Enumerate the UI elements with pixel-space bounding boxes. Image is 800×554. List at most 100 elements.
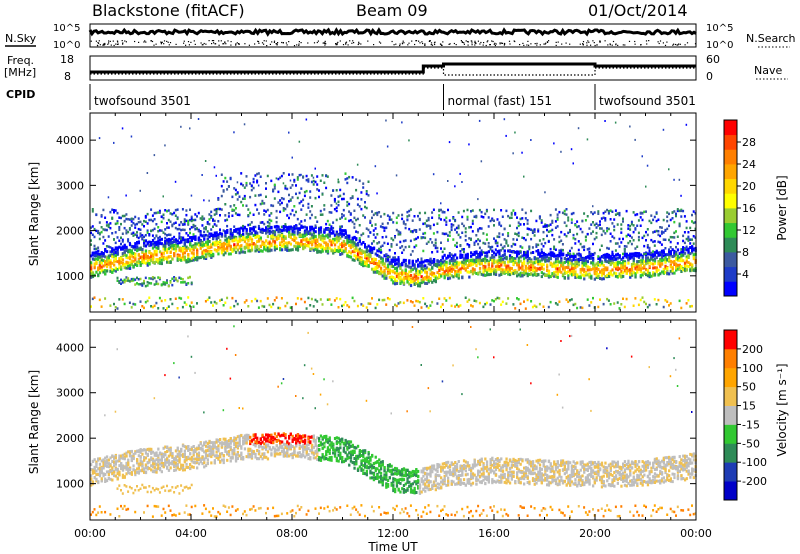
power-cell — [512, 257, 515, 260]
power-cell — [641, 271, 644, 275]
power-cell — [468, 237, 471, 240]
power-cell — [197, 118, 200, 120]
power-cell — [485, 251, 489, 255]
power-cell — [183, 255, 186, 259]
power-cell — [629, 272, 632, 276]
power-cell — [146, 212, 149, 216]
power-cell — [422, 280, 425, 284]
power-cell — [438, 214, 441, 217]
power-cell — [579, 270, 582, 274]
power-cell — [616, 301, 619, 304]
power-cell — [102, 208, 105, 212]
power-cell — [517, 251, 520, 255]
power-cell — [356, 217, 359, 221]
noise-search-dot — [474, 40, 476, 42]
power-cell — [155, 249, 158, 253]
power-cell — [166, 281, 168, 285]
power-cell — [121, 281, 124, 284]
noise-search-dot — [494, 44, 496, 47]
power-cell — [362, 250, 365, 254]
power-cell — [121, 232, 124, 235]
power-cell — [581, 230, 584, 234]
power-cell — [286, 245, 289, 249]
power-cell — [328, 298, 331, 301]
power-cell — [233, 187, 236, 190]
power-cell — [579, 227, 582, 231]
power-cell — [226, 296, 229, 300]
power-cell — [549, 229, 552, 233]
power-cell — [192, 225, 195, 229]
power-cell — [507, 264, 510, 268]
power-cell — [303, 190, 306, 194]
power-cell — [98, 266, 102, 270]
power-cell — [576, 264, 579, 268]
power-cell — [429, 277, 432, 280]
power-cell — [364, 243, 366, 246]
power-cell — [491, 255, 494, 259]
power-cell — [609, 269, 612, 273]
power-cell — [501, 215, 504, 218]
noise-search-dot — [666, 41, 668, 43]
power-cell — [394, 267, 397, 270]
power-cell — [514, 261, 517, 265]
noise-search-dot — [134, 40, 136, 43]
power-cell — [569, 252, 571, 256]
power-cell — [204, 243, 208, 247]
power-cell — [597, 257, 600, 261]
power-cell — [420, 260, 423, 264]
power-cell — [279, 248, 282, 252]
power-cell — [111, 253, 114, 257]
power-cell — [623, 245, 626, 248]
power-cell — [464, 239, 467, 242]
power-cell — [104, 255, 107, 259]
power-cell — [280, 225, 283, 229]
power-cell — [595, 275, 598, 279]
power-cell — [176, 208, 179, 211]
power-cell — [415, 268, 418, 272]
power-cell — [533, 228, 536, 231]
power-cell — [295, 236, 298, 240]
power-cell — [250, 227, 254, 231]
power-cell — [298, 201, 301, 205]
power-cell — [208, 245, 211, 249]
power-cell — [234, 246, 238, 250]
power-cell — [659, 251, 662, 254]
power-cell — [333, 197, 336, 201]
power-cell — [402, 222, 405, 225]
power-cell — [339, 188, 342, 192]
power-cell — [535, 243, 538, 246]
power-cell — [530, 209, 533, 213]
power-cell — [369, 231, 372, 234]
power-cell — [609, 232, 612, 235]
power-cell — [217, 234, 220, 238]
power-cell — [199, 217, 202, 220]
power-cell — [629, 234, 632, 238]
power-cell — [118, 266, 121, 270]
noise-search-dot — [503, 44, 505, 46]
power-cell — [280, 240, 284, 244]
power-cell — [620, 266, 623, 270]
noise-search-dot — [475, 42, 477, 44]
power-cell — [233, 235, 236, 239]
power-cell — [443, 272, 446, 276]
power-cell — [171, 237, 174, 241]
power-cell — [109, 304, 112, 307]
power-cell — [270, 305, 273, 309]
power-cell — [611, 253, 614, 256]
power-cell — [494, 260, 498, 264]
power-cell — [288, 193, 290, 197]
power-cell — [378, 211, 381, 214]
power-cell — [639, 211, 642, 215]
power-cell — [139, 261, 142, 264]
power-cell — [438, 263, 441, 267]
power-cell — [137, 227, 140, 231]
power-cell — [136, 235, 138, 239]
power-cell — [629, 270, 632, 274]
power-cell — [540, 257, 543, 261]
power-cell — [227, 185, 230, 188]
power-cell — [91, 257, 95, 261]
power-cell — [245, 237, 248, 241]
power-cell — [257, 249, 261, 253]
power-cell — [305, 118, 308, 121]
power-cell — [242, 224, 244, 228]
